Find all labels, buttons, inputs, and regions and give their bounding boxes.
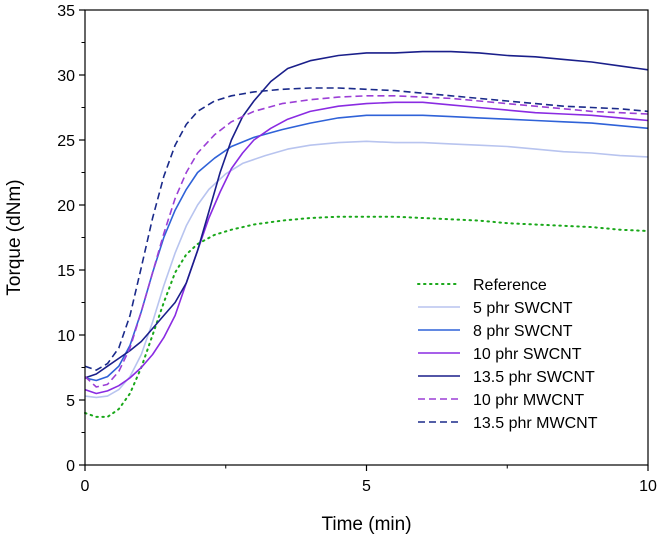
x-tick-label-0: 0 [81, 478, 90, 495]
series-line-5 [84, 95, 649, 388]
y-tick-label-3: 15 [57, 263, 75, 280]
x-tick-label-2: 10 [639, 478, 657, 495]
series-layer [84, 50, 649, 418]
legend: Reference 5 phr SWCNT 8 phr SWCNT 10 phr SW… [417, 277, 598, 432]
series-line-1 [84, 140, 649, 399]
legend-label-4: 13.5 phr SWCNT [473, 369, 595, 386]
y-axis-title: Torque (dNm) [4, 179, 25, 295]
legend-label-1: 5 phr SWCNT [473, 300, 573, 317]
y-tick-label-7: 35 [57, 3, 75, 20]
legend-label-2: 8 phr SWCNT [473, 323, 573, 340]
series-line-2 [84, 114, 649, 382]
y-tick-label-5: 25 [57, 133, 75, 150]
legend-label-3: 10 phr SWCNT [473, 346, 582, 363]
y-tick-label-1: 5 [66, 393, 75, 410]
x-tick-label-1: 5 [362, 478, 371, 495]
y-tick-label-0: 0 [66, 458, 75, 475]
y-tick-label-2: 10 [57, 328, 75, 345]
y-tick-label-6: 30 [57, 68, 75, 85]
series-line-6 [84, 87, 649, 371]
legend-label-6: 13.5 phr MWCNT [473, 415, 598, 432]
legend-label-5: 10 phr MWCNT [473, 392, 584, 409]
legend-label-0: Reference [473, 277, 547, 294]
x-axis-title: Time (min) [321, 514, 411, 535]
series-line-4 [84, 50, 649, 379]
ticks-layer: 0 5 10 0 5 10 15 20 25 30 35 [57, 3, 657, 495]
y-tick-label-4: 20 [57, 198, 75, 215]
series-line-3 [84, 101, 649, 395]
series-line-0 [84, 215, 649, 418]
